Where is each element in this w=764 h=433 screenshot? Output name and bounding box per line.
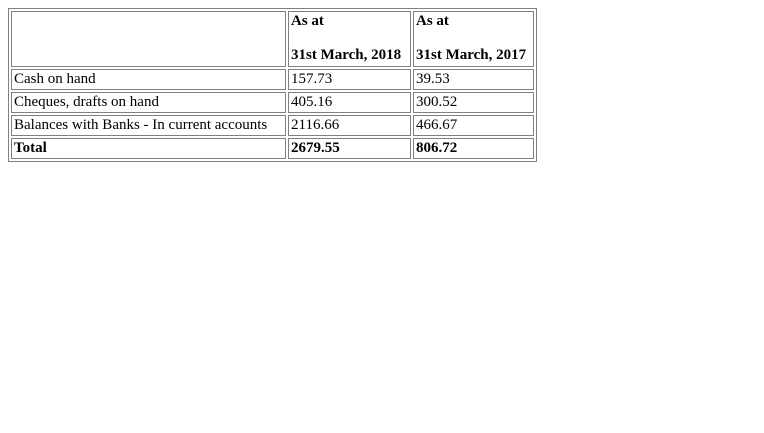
header-2017-line1: As at bbox=[416, 13, 449, 29]
header-2017-line2: 31st March, 2017 bbox=[416, 47, 527, 63]
row-value-2017: 466.67 bbox=[413, 115, 534, 136]
row-value-2017: 300.52 bbox=[413, 92, 534, 113]
table-row-cheques-drafts: Cheques, drafts on hand 405.16 300.52 bbox=[11, 92, 534, 113]
header-2018-line1: As at bbox=[291, 13, 324, 29]
row-value-2018: 157.73 bbox=[288, 69, 411, 90]
total-value-2017: 806.72 bbox=[413, 138, 534, 159]
header-2018-line2: 31st March, 2018 bbox=[291, 47, 402, 63]
row-label: Cheques, drafts on hand bbox=[11, 92, 286, 113]
row-value-2017: 39.53 bbox=[413, 69, 534, 90]
header-label-cell bbox=[11, 11, 286, 67]
row-label: Balances with Banks - In current account… bbox=[11, 115, 286, 136]
row-value-2018: 2116.66 bbox=[288, 115, 411, 136]
table-row-cash-on-hand: Cash on hand 157.73 39.53 bbox=[11, 69, 534, 90]
total-label: Total bbox=[11, 138, 286, 159]
total-value-2018: 2679.55 bbox=[288, 138, 411, 159]
cash-and-bank-table: As at 31st March, 2018 As at 31st March,… bbox=[8, 8, 537, 162]
header-row: As at 31st March, 2018 As at 31st March,… bbox=[11, 11, 534, 67]
table-row-bank-balances: Balances with Banks - In current account… bbox=[11, 115, 534, 136]
table-row-total: Total 2679.55 806.72 bbox=[11, 138, 534, 159]
header-2018-cell: As at 31st March, 2018 bbox=[288, 11, 411, 67]
row-label: Cash on hand bbox=[11, 69, 286, 90]
cash-and-bank-table-container: As at 31st March, 2018 As at 31st March,… bbox=[8, 8, 537, 162]
row-value-2018: 405.16 bbox=[288, 92, 411, 113]
header-2017-cell: As at 31st March, 2017 bbox=[413, 11, 534, 67]
